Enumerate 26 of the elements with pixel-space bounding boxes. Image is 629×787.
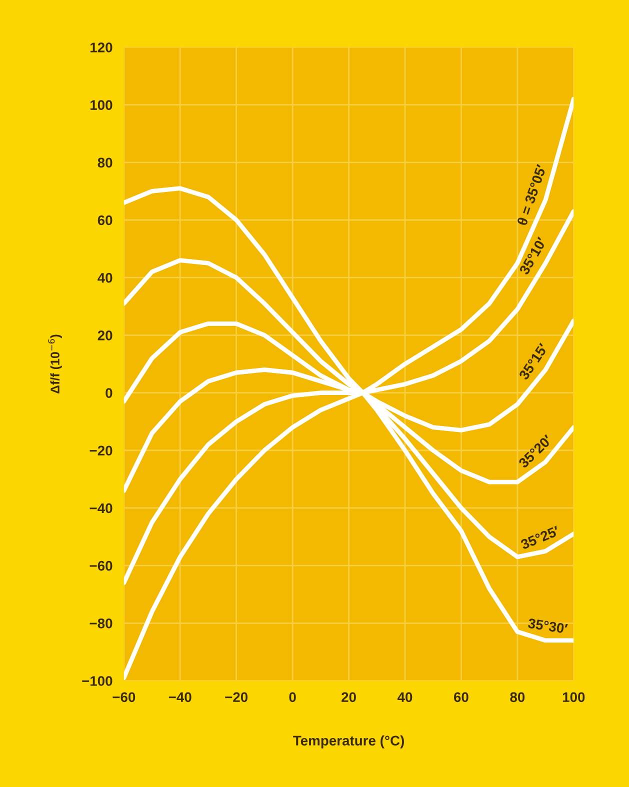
y-tick-label: 0 (106, 388, 112, 398)
text: 35°25′ (520, 526, 560, 550)
y-tick-label: −40 (90, 503, 112, 514)
y-tick-label: −60 (90, 560, 112, 571)
y-tick-label: 100 (90, 100, 112, 110)
y-tick-label: −80 (90, 618, 112, 628)
x-tick-label: 60 (454, 692, 468, 702)
x-tick-label: 20 (342, 692, 356, 702)
y-tick-label: 60 (98, 215, 112, 226)
y-tick-label: 120 (90, 42, 112, 52)
text: θ = 35°05′ (516, 164, 547, 226)
y-tick-label: 40 (98, 272, 112, 283)
y-tick-label: −100 (82, 676, 112, 686)
x-tick-label: 100 (562, 692, 585, 702)
y-tick-label: 20 (98, 330, 112, 340)
y-tick-label: 80 (98, 158, 112, 168)
x-tick-label: −40 (168, 692, 192, 702)
text: 35°30′ (528, 618, 568, 634)
y-tick-label: −20 (90, 446, 112, 456)
x-tick-label: 0 (289, 692, 296, 702)
x-tick-label: −20 (225, 692, 248, 702)
x-tick-label: −60 (112, 692, 136, 702)
x-tick-label: 80 (510, 692, 525, 702)
x-tick-label: 40 (397, 692, 412, 702)
y-axis-title: Δf/f (10$^{−6}$) (48, 334, 62, 394)
x-axis-title: Temperature (°C) (293, 735, 404, 748)
